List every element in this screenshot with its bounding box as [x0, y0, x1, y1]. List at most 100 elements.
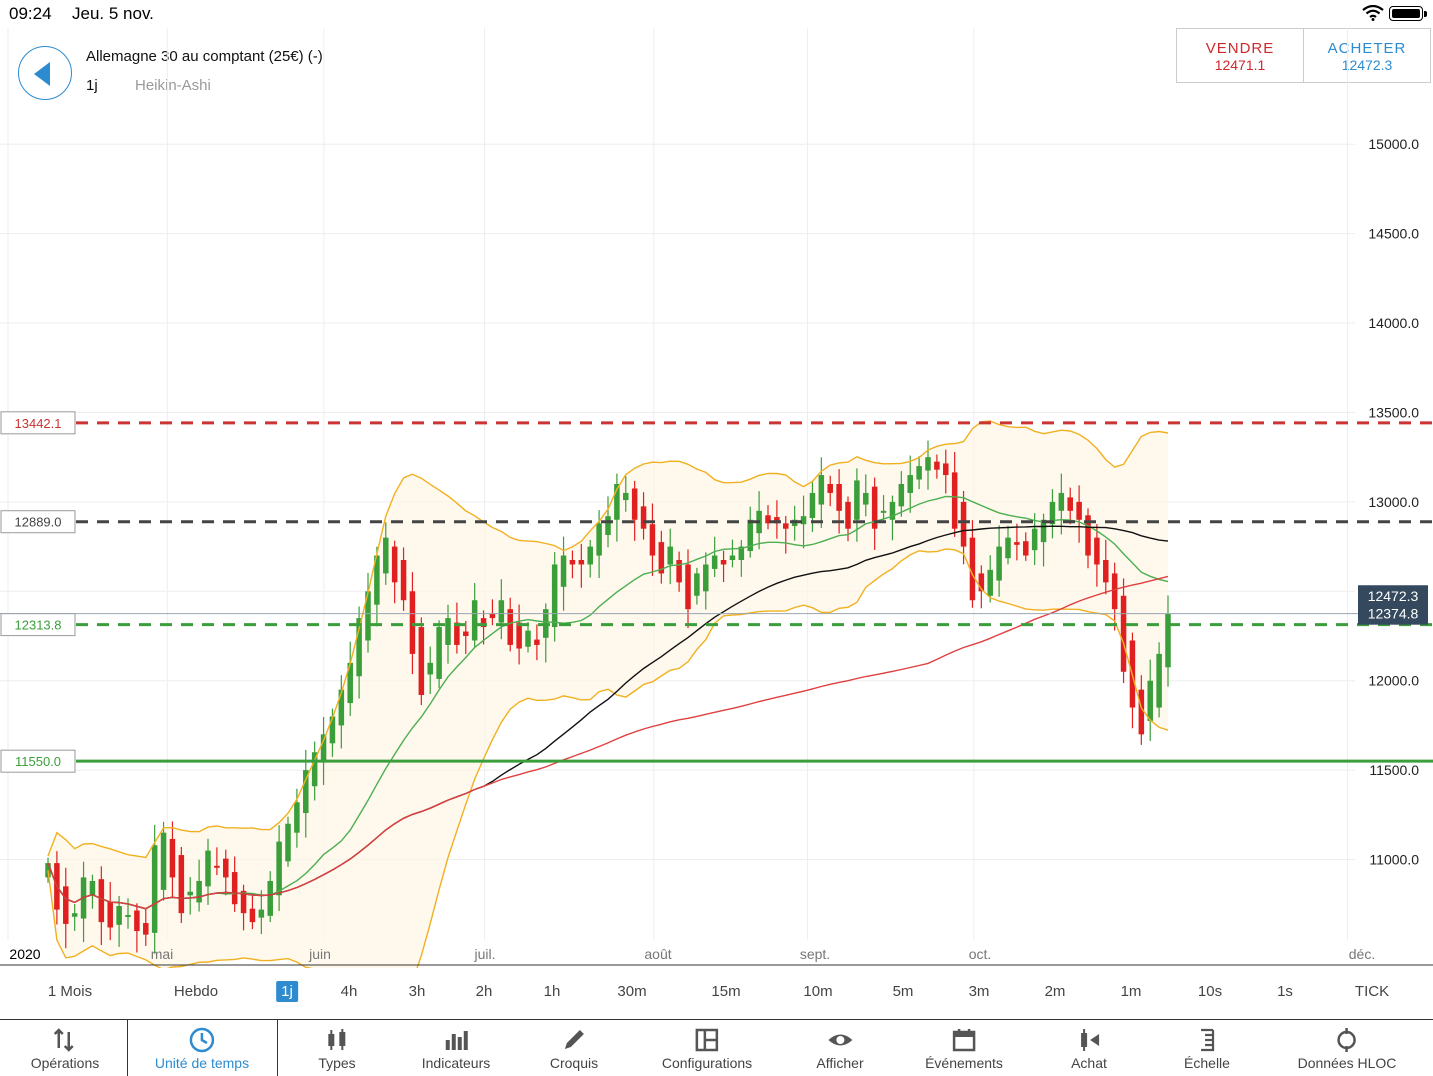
crosshair-icon	[1337, 1028, 1357, 1052]
x-tick-label: mai	[151, 946, 174, 962]
toolbar-label: Croquis	[549, 1055, 599, 1071]
timeframe-5m[interactable]: 5m	[892, 983, 914, 1000]
toolbar-crosshair-button[interactable]: Données HLOC	[1298, 1020, 1396, 1076]
timeframe-3h[interactable]: 3h	[408, 983, 426, 1000]
candle-body	[907, 475, 913, 493]
candle-body	[409, 591, 416, 654]
y-tick-label: 12000.0	[1368, 673, 1419, 689]
candle-body	[374, 555, 380, 605]
x-tick-label: août	[644, 946, 671, 962]
toolbar-candles-button[interactable]: Types	[318, 1020, 356, 1076]
x-tick-label: 2020	[9, 946, 40, 962]
timeframe-2m[interactable]: 2m	[1044, 983, 1066, 1000]
current-price-box	[1358, 585, 1428, 608]
timeframe-3m[interactable]: 3m	[968, 983, 990, 1000]
candle-body	[587, 546, 593, 565]
candle-body	[605, 516, 611, 535]
bar-chart-icon	[445, 1031, 468, 1050]
sell-button[interactable]: VENDRE 12471.1	[1177, 29, 1304, 82]
toolbar-label: Opérations	[30, 1055, 100, 1071]
candle-body	[569, 560, 576, 565]
candle-body	[934, 461, 940, 470]
timeframe-2h[interactable]: 2h	[475, 983, 493, 1000]
status-time: 09:24	[9, 4, 52, 23]
sell-label: VENDRE	[1205, 40, 1275, 57]
timeframe-15m[interactable]: 15m	[711, 983, 741, 1000]
candle-body	[551, 564, 558, 628]
candle-body	[240, 890, 247, 914]
timeframe-1-mois[interactable]: 1 Mois	[47, 983, 93, 1000]
toolbar-separator	[277, 1020, 278, 1076]
candle-body	[231, 872, 238, 905]
candle-body	[560, 555, 567, 587]
toolbar-buy-candle-button[interactable]: Achat	[1071, 1020, 1107, 1076]
candle-body	[1049, 501, 1056, 525]
candle-body	[258, 909, 265, 918]
toolbar-pencil-button[interactable]: Croquis	[550, 1020, 598, 1076]
candle-body	[711, 555, 718, 569]
timeframe-1s[interactable]: 1s	[1277, 983, 1293, 1000]
level-label-box	[0, 411, 76, 435]
candle-body	[1014, 542, 1020, 545]
battery-icon	[1389, 6, 1423, 21]
status-date: Jeu. 5 nov.	[72, 4, 154, 23]
ma-red-line	[47, 575, 1169, 910]
candle-body	[116, 906, 122, 925]
candle-body	[596, 523, 602, 556]
toolbar-label: Configurations	[661, 1055, 753, 1071]
candle-body	[960, 501, 967, 547]
candle-body	[898, 484, 905, 507]
candle-body	[98, 879, 105, 923]
candle-body	[489, 613, 496, 619]
timeframe-hebdo[interactable]: Hebdo	[173, 983, 219, 1000]
toolbar-calendar-button[interactable]: Événements	[925, 1020, 1003, 1076]
candle-body	[1120, 595, 1127, 672]
candle-body	[169, 838, 176, 878]
eye-icon	[828, 1034, 852, 1046]
toolbar-layout-button[interactable]: Configurations	[662, 1020, 752, 1076]
timeframe-1m[interactable]: 1m	[1120, 983, 1142, 1000]
candle-body	[889, 501, 896, 520]
candle-body	[943, 463, 949, 476]
candle-body	[1023, 541, 1029, 556]
timeframe-1j[interactable]: 1j	[276, 981, 298, 1002]
toolbar-label: Types	[318, 1055, 356, 1071]
candle-body	[356, 618, 362, 677]
back-button[interactable]	[18, 46, 72, 100]
candle-body	[365, 591, 371, 641]
timeframe-label: 1j	[86, 77, 98, 94]
candle-body	[854, 480, 860, 520]
back-arrow-icon	[34, 62, 50, 86]
candle-body	[383, 537, 389, 574]
candle-body	[1076, 501, 1082, 520]
pencil-icon	[565, 1030, 584, 1049]
candle-body	[196, 880, 202, 903]
candle-body	[516, 622, 522, 649]
price-chart[interactable]: 15000.014500.014000.013500.013000.012500…	[0, 28, 1433, 968]
timeframe-30m[interactable]: 30m	[617, 983, 647, 1000]
toolbar-arrows-updown-button[interactable]: Opérations	[31, 1020, 99, 1076]
timeframe-10s[interactable]: 10s	[1197, 983, 1223, 1000]
timeframe-10m[interactable]: 10m	[803, 983, 833, 1000]
candle-body	[480, 618, 487, 628]
toolbar-scale-button[interactable]: Échelle	[1184, 1020, 1230, 1076]
timeframe-4h[interactable]: 4h	[340, 983, 358, 1000]
candle-body	[160, 832, 167, 890]
toolbar-eye-button[interactable]: Afficher	[816, 1020, 864, 1076]
timeframe-1h[interactable]: 1h	[543, 983, 561, 1000]
y-tick-label: 13000.0	[1368, 494, 1419, 510]
timeframe-tick[interactable]: TICK	[1354, 983, 1390, 1000]
toolbar-label: Événements	[925, 1055, 1003, 1071]
clock-icon	[189, 1027, 215, 1053]
toolbar-bar-chart-button[interactable]: Indicateurs	[422, 1020, 490, 1076]
y-tick-label: 13500.0	[1368, 404, 1419, 420]
candle-body	[969, 537, 976, 601]
candle-body	[347, 662, 353, 704]
candle-body	[294, 802, 300, 833]
battery-tip	[1424, 11, 1427, 17]
candle-body	[1156, 653, 1162, 708]
instrument-title: Allemagne 30 au comptant (25€) (-)	[86, 48, 323, 65]
level-label: 11550.0	[15, 754, 61, 769]
toolbar-clock-button[interactable]: Unité de temps	[155, 1020, 249, 1076]
candle-body	[418, 627, 425, 696]
